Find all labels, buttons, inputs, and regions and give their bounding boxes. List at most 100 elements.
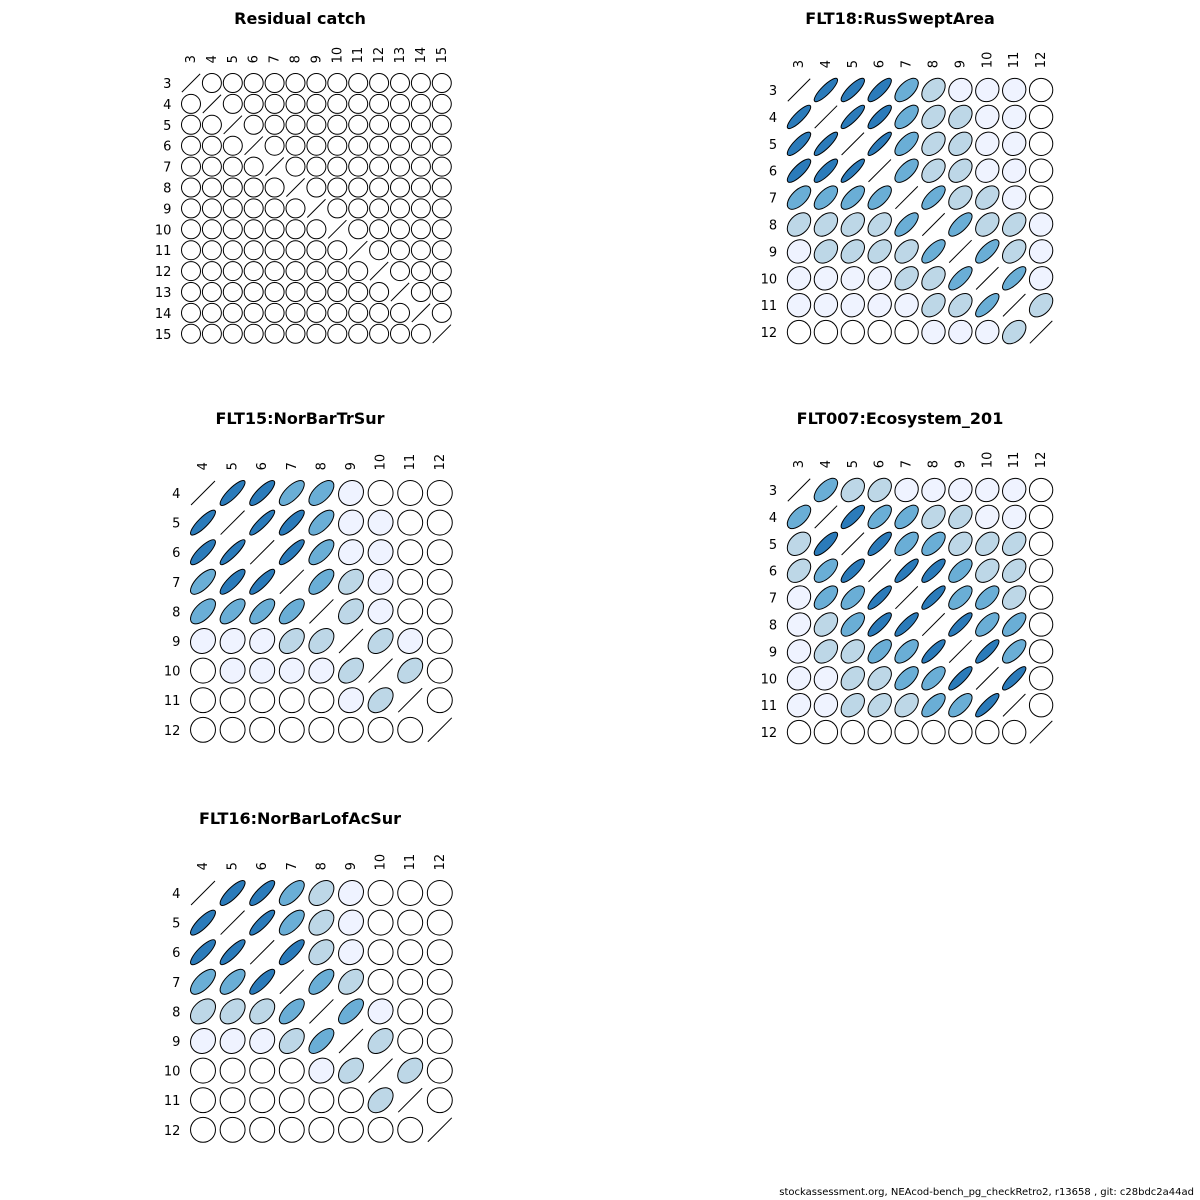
correlation-ellipse [786, 558, 812, 583]
chart-title: FLT15:NorBarTrSur [215, 409, 385, 428]
correlation-ellipse [219, 628, 246, 654]
correlation-ellipse [894, 719, 919, 745]
correlation-ellipse [840, 504, 865, 530]
correlation-ellipse [348, 323, 369, 344]
row-label: 10 [155, 223, 172, 238]
diagonal-mark [220, 510, 245, 535]
correlation-ellipse [1028, 639, 1054, 664]
correlation-ellipse [306, 156, 327, 177]
correlation-ellipse [1028, 477, 1054, 503]
correlation-ellipse [338, 568, 364, 595]
correlation-ellipse [338, 939, 364, 966]
correlation-ellipse [813, 293, 839, 318]
correlation-ellipse [1002, 212, 1027, 237]
correlation-ellipse [348, 72, 369, 94]
correlation-ellipse [249, 1057, 276, 1084]
column-label: 8 [314, 862, 329, 870]
correlation-ellipse [264, 177, 285, 198]
diagonal-mark [223, 115, 243, 135]
diagonal-mark [286, 178, 305, 197]
correlation-ellipse [219, 939, 246, 966]
correlation-ellipse [201, 198, 222, 219]
correlation-ellipse [327, 261, 348, 282]
correlation-ellipse [327, 281, 348, 303]
correlation-ellipse [410, 72, 431, 94]
correlation-ellipse [201, 302, 222, 323]
correlation-ellipse [308, 568, 335, 595]
correlation-ellipse [975, 293, 1000, 318]
correlation-ellipse [1002, 719, 1027, 745]
column-label: 7 [268, 55, 283, 63]
correlation-ellipse [308, 480, 335, 506]
column-label: 6 [247, 55, 262, 63]
correlation-ellipse [426, 509, 453, 536]
correlation-ellipse [867, 77, 892, 103]
correlation-ellipse [410, 261, 431, 282]
correlation-ellipse [786, 293, 812, 318]
diagonal-mark [921, 612, 946, 637]
correlation-ellipse [278, 509, 305, 536]
correlation-ellipse [894, 504, 919, 530]
correlation-ellipse [306, 323, 327, 344]
row-label: 13 [155, 286, 172, 301]
correlation-ellipse [894, 131, 919, 156]
correlation-ellipse [249, 598, 276, 625]
correlation-ellipse [921, 666, 946, 691]
correlation-ellipse [1002, 104, 1027, 130]
diagonal-mark [432, 324, 452, 344]
correlation-ellipse [308, 716, 335, 743]
correlation-ellipse [243, 261, 264, 282]
correlation-ellipse [948, 504, 973, 530]
correlation-ellipse [813, 585, 839, 610]
column-label: 12 [433, 854, 448, 871]
correlation-ellipse [1028, 212, 1054, 237]
correlation-ellipse [201, 323, 222, 344]
correlation-ellipse [190, 1087, 216, 1114]
correlation-ellipse [975, 158, 1000, 183]
correlation-ellipse [369, 93, 390, 114]
correlation-ellipse [308, 628, 335, 654]
correlation-ellipse [389, 219, 411, 240]
correlation-ellipse [201, 72, 222, 94]
correlation-ellipse [285, 323, 306, 344]
correlation-ellipse [222, 93, 243, 114]
correlation-ellipse [180, 114, 202, 135]
correlation-ellipse [243, 302, 264, 323]
correlation-ellipse [1028, 693, 1054, 718]
correlation-ellipse [306, 114, 327, 135]
correlation-ellipse [222, 135, 243, 156]
correlation-ellipse [1002, 612, 1027, 637]
correlation-ellipse [369, 219, 390, 240]
correlation-ellipse [1028, 131, 1054, 156]
correlation-ellipse [410, 135, 431, 156]
correlation-ellipse [308, 539, 335, 566]
correlation-ellipse [367, 687, 394, 714]
correlation-ellipse [327, 198, 348, 219]
correlation-ellipse [338, 716, 364, 743]
correlation-ellipse [921, 239, 946, 264]
correlation-ellipse [219, 998, 246, 1025]
correlation-ellipse [813, 693, 839, 718]
row-label: 3 [769, 84, 777, 99]
correlation-ellipse [410, 281, 431, 303]
correlation-ellipse [410, 219, 431, 240]
correlation-ellipse [786, 693, 812, 718]
correlation-ellipse [426, 1087, 453, 1114]
correlation-ellipse [410, 198, 431, 219]
row-label: 12 [155, 265, 172, 280]
correlation-ellipse [948, 719, 973, 745]
correlation-ellipse [219, 539, 246, 566]
correlation-ellipse [278, 1057, 305, 1084]
column-label: 4 [196, 862, 211, 870]
correlation-ellipse [894, 104, 919, 130]
correlation-ellipse [867, 131, 892, 156]
correlation-ellipse [264, 219, 285, 240]
correlation-ellipse [948, 666, 973, 691]
row-label: 9 [172, 635, 180, 650]
correlation-ellipse [397, 716, 424, 743]
correlation-ellipse [327, 72, 348, 94]
column-label: 6 [255, 862, 270, 870]
correlation-ellipse [840, 666, 865, 691]
correlation-ellipse [948, 185, 973, 210]
